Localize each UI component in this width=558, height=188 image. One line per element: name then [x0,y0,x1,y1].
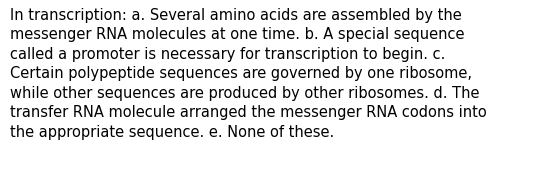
Text: In transcription: a. Several amino acids are assembled by the
messenger RNA mole: In transcription: a. Several amino acids… [10,8,487,140]
